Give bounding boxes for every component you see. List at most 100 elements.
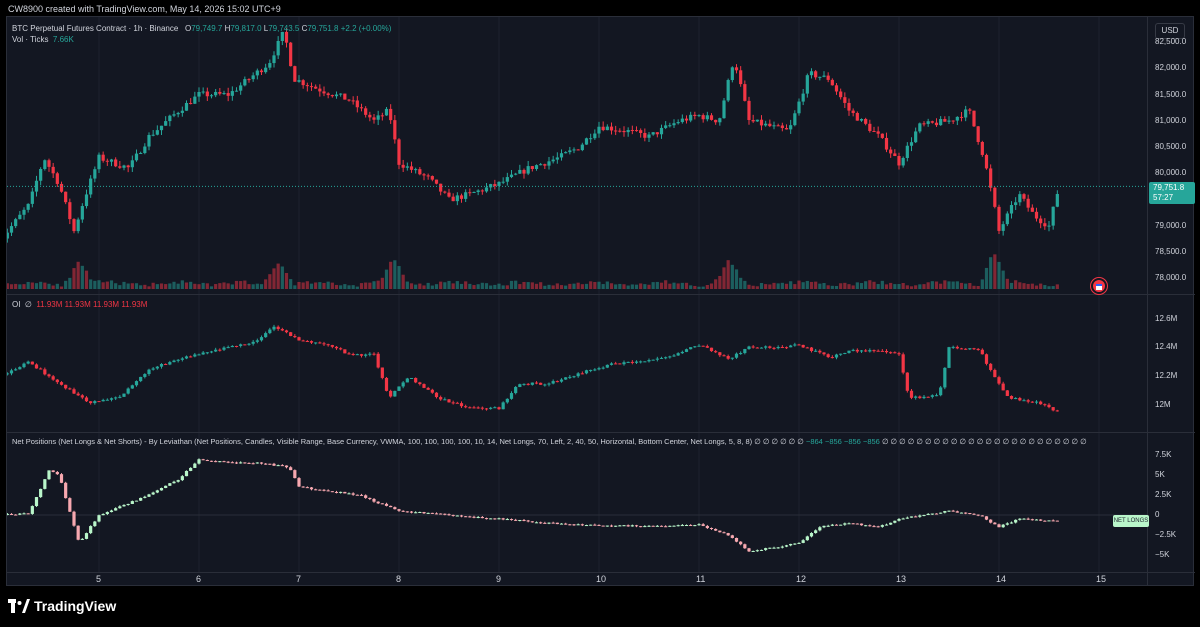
candle-body: [89, 526, 93, 534]
candle-body: [418, 169, 422, 175]
currency-button[interactable]: USD: [1155, 23, 1185, 39]
net-positions-legend[interactable]: Net Positions (Net Longs & Net Shorts) -…: [12, 437, 1087, 446]
volume-bar: [539, 282, 543, 289]
us-flag-icon[interactable]: [1091, 278, 1107, 294]
oi-legend[interactable]: OI ∅ 11.93M 11.93M 11.93M 11.93M: [12, 300, 147, 309]
candle-body: [747, 346, 751, 350]
candle-body: [184, 356, 189, 359]
volume-bar: [864, 281, 868, 289]
candle-body: [676, 122, 680, 124]
volume-bar: [334, 284, 339, 289]
candle-body: [518, 169, 522, 174]
volume-bar: [126, 283, 130, 289]
candle-body: [422, 512, 426, 514]
volume-bar: [409, 283, 414, 289]
symbol-legend[interactable]: BTC Perpetual Futures Contract · 1h · Bi…: [12, 24, 391, 33]
candle-body: [97, 154, 101, 170]
candle-body: [484, 187, 489, 192]
volume-bar: [980, 279, 984, 289]
chart-frame[interactable]: USD BTC Perpetual Futures Contract · 1h …: [6, 16, 1195, 587]
candle-body: [830, 79, 834, 86]
candle-body: [268, 329, 272, 334]
candle-body: [509, 519, 514, 521]
candle-body: [676, 353, 680, 356]
top-bar: CW8900 created with TradingView.com, May…: [0, 0, 1200, 16]
candle-body: [597, 524, 601, 526]
candle-body: [501, 518, 505, 520]
volume-bar: [764, 284, 768, 289]
candle-body: [414, 512, 418, 514]
candle-body: [397, 509, 401, 511]
volume-bar: [909, 286, 914, 289]
chart-canvas[interactable]: [7, 17, 1195, 587]
candle-body: [243, 462, 247, 464]
pane-divider[interactable]: [7, 432, 1195, 433]
volume-bar: [972, 285, 976, 289]
candle-body: [1026, 400, 1030, 402]
candle-body: [859, 118, 864, 121]
symbol-name[interactable]: BTC Perpetual Futures Contract · 1h · Bi…: [12, 24, 179, 33]
candle-body: [743, 349, 747, 354]
volume-legend[interactable]: Vol · Ticks 7.66K: [12, 35, 74, 44]
volume-bar: [280, 266, 284, 289]
candle-body: [126, 388, 130, 394]
candle-body: [701, 524, 705, 526]
candle-body: [205, 460, 209, 462]
candle-body: [651, 525, 655, 527]
candle-body: [405, 511, 409, 513]
candle-body: [105, 399, 109, 401]
candle-body: [414, 169, 418, 171]
candle-body: [559, 523, 564, 525]
candle-body: [318, 489, 322, 491]
candle-body: [405, 166, 409, 168]
candle-body: [534, 165, 539, 169]
candle-body: [626, 525, 630, 527]
candle-body: [330, 345, 334, 347]
candle-body: [609, 126, 614, 131]
volume-bar: [889, 282, 893, 289]
volume-bar: [522, 281, 526, 289]
volume-bar: [609, 283, 614, 289]
candle-body: [555, 381, 559, 383]
volume-bar: [597, 281, 601, 289]
candle-body: [51, 166, 55, 174]
candle-body: [743, 544, 747, 549]
candle-body: [734, 353, 739, 358]
volume-bar: [147, 286, 151, 289]
candle-body: [414, 377, 418, 383]
ohlc-values: O79,749.7 H79,817.0 L79,743.5 C79,751.8 …: [184, 24, 392, 33]
candle-body: [147, 369, 151, 375]
candle-body: [426, 175, 430, 177]
candle-body: [72, 389, 76, 394]
candle-body: [514, 519, 518, 521]
volume-bar: [626, 285, 630, 289]
candle-body: [301, 80, 305, 86]
candle-body: [789, 345, 793, 348]
volume-bar: [184, 282, 189, 289]
volume-label: Vol · Ticks: [12, 35, 49, 44]
volume-bar: [655, 281, 659, 289]
volume-bar: [180, 280, 184, 289]
candle-body: [555, 522, 559, 525]
pane-divider[interactable]: [7, 294, 1195, 295]
candle-body: [89, 401, 93, 404]
candle-body: [26, 203, 30, 210]
candle-body: [384, 108, 389, 116]
candle-body: [72, 219, 76, 232]
volume-bar: [39, 281, 43, 289]
candle-body: [1043, 520, 1047, 522]
candle-body: [1001, 383, 1005, 391]
volume-bar: [947, 281, 951, 289]
candle-body: [809, 71, 814, 76]
volume-bar: [797, 280, 801, 289]
candle-body: [551, 159, 555, 162]
candle-body: [322, 343, 326, 345]
volume-bar: [601, 284, 605, 289]
price-scale-divider: [1147, 17, 1148, 587]
candle-body: [805, 536, 809, 541]
volume-bar: [405, 281, 409, 289]
volume-bar: [343, 284, 347, 289]
candle-body: [576, 524, 580, 526]
candle-body: [889, 149, 893, 154]
candle-body: [926, 513, 930, 515]
